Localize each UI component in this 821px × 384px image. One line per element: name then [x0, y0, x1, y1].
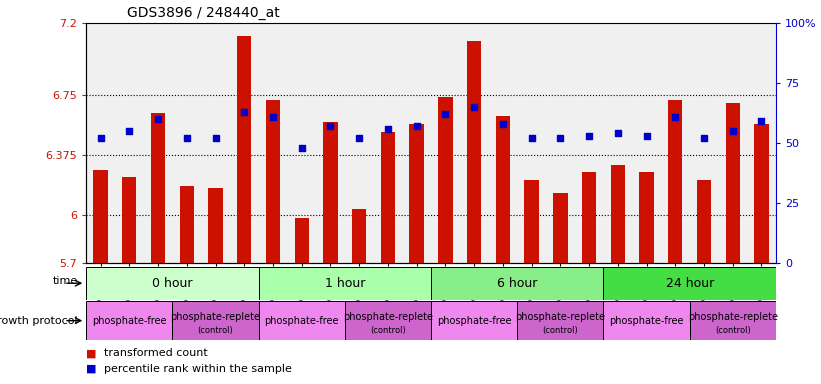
Bar	[431, 267, 603, 300]
Bar	[237, 36, 251, 263]
Bar	[496, 116, 510, 263]
Point	[323, 123, 337, 129]
Bar	[603, 301, 690, 340]
Text: 0 hour: 0 hour	[152, 277, 193, 290]
Text: ■: ■	[86, 364, 97, 374]
Point	[553, 135, 566, 141]
Text: (control): (control)	[543, 326, 578, 335]
Point	[611, 131, 624, 137]
Bar	[94, 170, 108, 263]
Point	[525, 135, 539, 141]
Point	[353, 135, 366, 141]
Text: GDS3896 / 248440_at: GDS3896 / 248440_at	[127, 6, 280, 20]
Point	[668, 114, 681, 120]
Bar	[467, 41, 481, 263]
Text: 1 hour: 1 hour	[324, 277, 365, 290]
Text: phosphate-replete: phosphate-replete	[343, 312, 433, 322]
Bar	[431, 301, 517, 340]
Bar	[410, 124, 424, 263]
Bar	[295, 218, 309, 263]
Point	[266, 114, 279, 120]
Point	[410, 123, 424, 129]
Point	[238, 109, 251, 115]
Text: (control): (control)	[198, 326, 233, 335]
Bar	[697, 180, 711, 263]
Bar	[151, 113, 165, 263]
Bar	[259, 267, 431, 300]
Text: phosphate-free: phosphate-free	[264, 316, 339, 326]
Bar	[259, 301, 345, 340]
Text: percentile rank within the sample: percentile rank within the sample	[104, 364, 292, 374]
Bar	[438, 97, 452, 263]
Point	[151, 116, 164, 122]
Bar	[122, 177, 136, 263]
Text: phosphate-replete: phosphate-replete	[516, 312, 605, 322]
Bar	[603, 267, 776, 300]
Bar	[266, 100, 280, 263]
Bar	[352, 209, 366, 263]
Bar	[172, 301, 259, 340]
Text: phosphate-replete: phosphate-replete	[688, 312, 777, 322]
Bar	[209, 188, 222, 263]
Text: (control): (control)	[370, 326, 406, 335]
Point	[754, 118, 768, 124]
Point	[640, 133, 654, 139]
Text: phosphate-free: phosphate-free	[92, 316, 167, 326]
Point	[438, 111, 452, 118]
Bar	[553, 193, 567, 263]
Point	[181, 135, 194, 141]
Text: growth protocol: growth protocol	[0, 316, 78, 326]
Point	[468, 104, 481, 110]
Point	[726, 128, 739, 134]
Point	[381, 126, 394, 132]
Bar	[86, 301, 172, 340]
Bar	[754, 124, 768, 263]
Text: 24 hour: 24 hour	[666, 277, 713, 290]
Text: 6 hour: 6 hour	[497, 277, 538, 290]
Bar	[690, 301, 776, 340]
Bar	[582, 172, 596, 263]
Point	[582, 133, 595, 139]
Text: transformed count: transformed count	[104, 348, 208, 358]
Bar	[345, 301, 431, 340]
Bar	[86, 267, 259, 300]
Point	[295, 145, 308, 151]
Point	[94, 135, 107, 141]
Bar	[323, 122, 337, 263]
Bar	[611, 166, 625, 263]
Bar	[668, 100, 682, 263]
Text: phosphate-replete: phosphate-replete	[171, 312, 260, 322]
Point	[209, 135, 222, 141]
Bar	[640, 172, 654, 263]
Text: (control): (control)	[715, 326, 750, 335]
Point	[496, 121, 509, 127]
Point	[123, 128, 136, 134]
Text: phosphate-free: phosphate-free	[609, 316, 684, 326]
Bar	[180, 186, 194, 263]
Bar	[726, 103, 740, 263]
Bar	[525, 180, 539, 263]
Bar	[381, 132, 395, 263]
Text: ■: ■	[86, 348, 97, 358]
Text: time: time	[53, 276, 78, 286]
Text: phosphate-free: phosphate-free	[437, 316, 511, 326]
Bar	[517, 301, 603, 340]
Point	[697, 135, 710, 141]
